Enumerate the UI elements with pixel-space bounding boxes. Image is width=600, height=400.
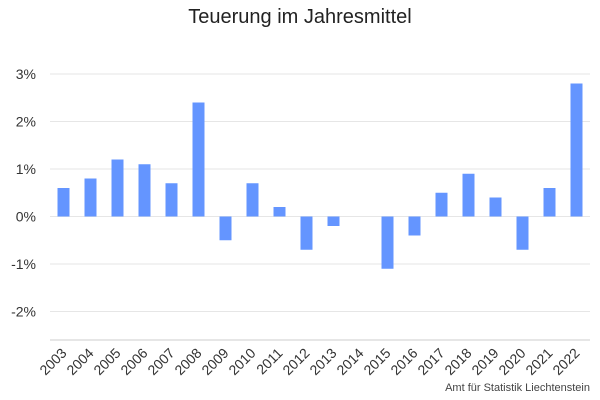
- x-tick-label: 2012: [279, 345, 312, 378]
- bar-2015: [381, 216, 394, 269]
- x-tick-label: 2022: [549, 345, 582, 378]
- x-tick-label: 2014: [333, 345, 366, 378]
- x-tick-label: 2009: [198, 345, 231, 378]
- x-tick-label: 2003: [36, 345, 69, 378]
- y-tick-label: -2%: [11, 304, 36, 320]
- bar-2009: [219, 216, 232, 241]
- x-tick-label: 2006: [117, 345, 150, 378]
- x-tick-label: 2016: [387, 345, 420, 378]
- x-tick-label: 2018: [441, 345, 474, 378]
- bar-2004: [84, 178, 97, 217]
- bar-2010: [246, 183, 259, 217]
- x-tick-label: 2021: [522, 345, 555, 378]
- y-tick-label: 0%: [16, 209, 36, 225]
- grid-lines: [50, 73, 590, 312]
- x-tick-label: 2013: [306, 345, 339, 378]
- x-tick-label: 2020: [495, 345, 528, 378]
- y-tick-label: 1%: [16, 161, 36, 177]
- bar-2005: [111, 159, 124, 217]
- bar-2006: [138, 164, 151, 217]
- bar-2013: [327, 216, 340, 226]
- bar-2011: [273, 207, 286, 217]
- bar-2020: [516, 216, 529, 250]
- bar-2016: [408, 216, 421, 236]
- y-tick-label: 3%: [16, 66, 36, 82]
- x-axis-ticks: 2003200420052006200720082009201020112012…: [36, 345, 582, 378]
- y-axis-ticks: -2% -1% 0% 1% 2% 3%: [11, 66, 36, 320]
- chart-title: Teuerung im Jahresmittel: [188, 6, 412, 28]
- bar-2022: [570, 83, 583, 217]
- bar-2021: [543, 188, 556, 217]
- x-tick-label: 2019: [468, 345, 501, 378]
- bar-2017: [435, 192, 448, 217]
- bar-2012: [300, 216, 313, 250]
- bar-2008: [192, 102, 205, 217]
- x-tick-label: 2017: [414, 345, 447, 378]
- x-tick-label: 2004: [63, 345, 96, 378]
- source-credit: Amt für Statistik Liechtenstein: [445, 382, 590, 394]
- x-tick-label: 2010: [225, 345, 258, 378]
- y-tick-label: -1%: [11, 256, 36, 272]
- bar-2019: [489, 197, 502, 217]
- bar-2003: [57, 188, 70, 217]
- x-tick-label: 2015: [360, 345, 393, 378]
- y-tick-label: 2%: [16, 114, 36, 130]
- x-tick-label: 2005: [90, 345, 123, 378]
- x-tick-label: 2008: [171, 345, 204, 378]
- x-tick-label: 2011: [253, 345, 286, 378]
- bars: [57, 83, 583, 269]
- bar-2007: [165, 183, 178, 217]
- x-tick-label: 2007: [144, 345, 177, 378]
- bar-2018: [462, 173, 475, 217]
